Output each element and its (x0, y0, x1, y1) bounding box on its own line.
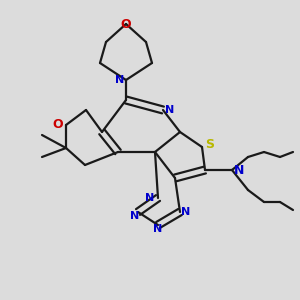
Text: N: N (165, 105, 175, 115)
Text: N: N (234, 164, 244, 176)
Text: N: N (146, 193, 154, 203)
Text: N: N (116, 75, 124, 85)
Text: N: N (153, 224, 163, 234)
Text: N: N (182, 207, 190, 217)
Text: S: S (206, 137, 214, 151)
Text: O: O (121, 17, 131, 31)
Text: N: N (130, 211, 140, 221)
Text: O: O (53, 118, 63, 131)
